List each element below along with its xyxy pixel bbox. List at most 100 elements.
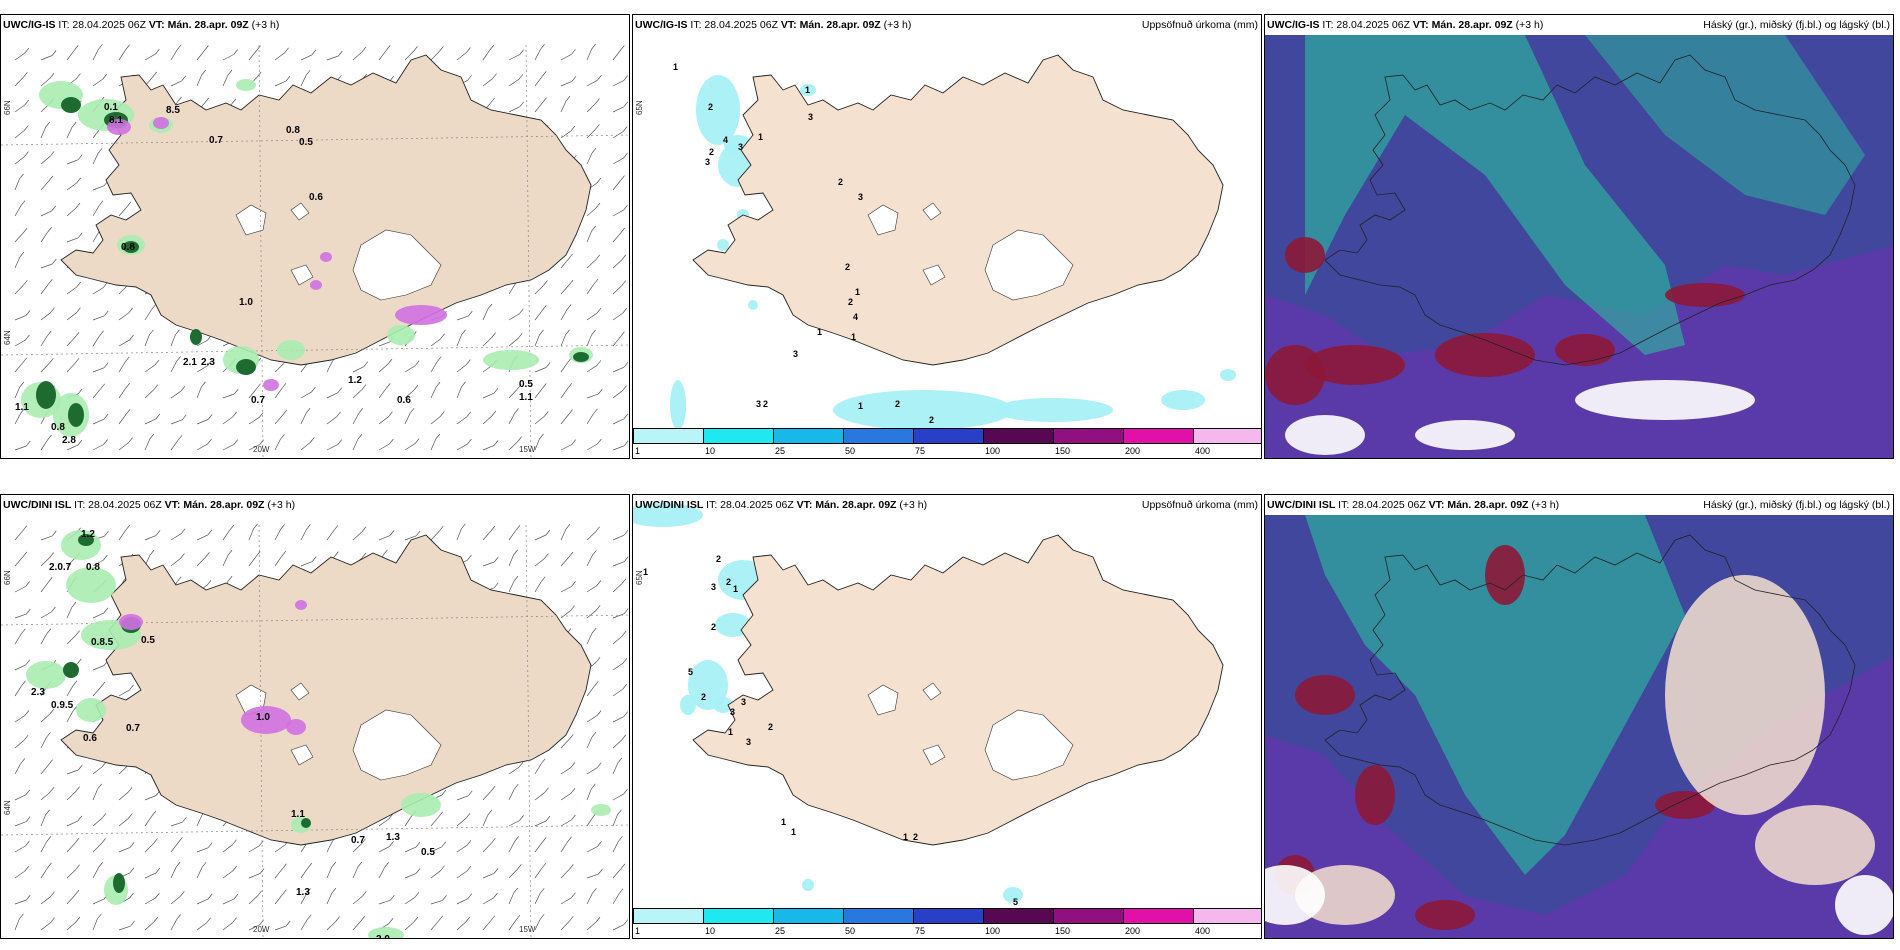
accum-precip-area [713, 697, 733, 713]
wind-barb-feather [623, 204, 628, 211]
accum-label: 2 [726, 577, 731, 587]
wind-barb-feather [513, 549, 518, 556]
wind-barb-feather [442, 895, 447, 901]
wind-barb-feather [181, 414, 187, 421]
wind-barb-feather [102, 73, 108, 80]
wind-barb-feather [153, 384, 158, 391]
wind-barb [404, 815, 412, 827]
accum-label: 2 [848, 297, 853, 307]
wind-barb [92, 559, 104, 567]
wind-barb-feather [623, 361, 629, 368]
wind-barb [508, 313, 520, 321]
wind-barb [196, 339, 208, 347]
cloud-low-maroon [1285, 237, 1325, 273]
wind-barb-feather [493, 582, 499, 589]
wind-barb-feather [623, 608, 629, 614]
wind-barb-feather [51, 50, 57, 56]
wind-barb [326, 392, 338, 399]
wind-barb-feather [571, 814, 576, 821]
wind-barb-feather [622, 683, 628, 690]
wind-barb [482, 814, 489, 827]
wind-barb-feather [596, 360, 602, 366]
wind-barb [40, 77, 51, 87]
wind-barb-feather [490, 97, 495, 104]
wind-barb-feather [409, 407, 415, 414]
wind-barb [612, 209, 624, 217]
panel-subtitle: Uppsöfnuð úrkoma (mm) [1141, 499, 1258, 511]
cloud-free-area [1835, 875, 1893, 935]
precip-label: 0.5 [299, 137, 313, 148]
wind-barb-feather [493, 892, 498, 899]
wind-barb-feather [201, 69, 206, 76]
wind-barb [560, 921, 570, 931]
iceland-landmass [692, 534, 1224, 846]
glacier-area [290, 202, 310, 221]
wind-barb-feather [19, 913, 24, 920]
wind-barb [40, 633, 48, 645]
wind-barb [196, 534, 209, 541]
precip-label: 0.8 [51, 422, 65, 433]
wind-barb-feather [441, 841, 447, 848]
wind-barb [144, 795, 157, 801]
wind-barb-feather [72, 706, 77, 712]
accum-label: 2 [838, 177, 843, 187]
wind-barb-feather [154, 359, 160, 366]
wind-barb-feather [490, 525, 496, 532]
accum-label: 1 [817, 327, 822, 337]
wind-barb [482, 790, 492, 801]
wind-barb [92, 686, 102, 697]
wind-barb-feather [50, 917, 55, 923]
wind-barb [300, 391, 312, 399]
wind-barb [612, 534, 625, 541]
wind-barb [144, 921, 155, 931]
wind-barb [534, 792, 545, 801]
wind-barb [40, 180, 50, 191]
colorbar-swatch [1123, 428, 1194, 444]
cloud-low-maroon [1295, 675, 1355, 715]
wind-barb-feather [175, 329, 180, 336]
wind-barb-feather [593, 278, 599, 285]
wind-barb [508, 54, 520, 61]
wind-barb [482, 308, 489, 321]
wind-barb [222, 870, 233, 879]
wind-barb [534, 820, 547, 827]
wind-barb-feather [591, 627, 597, 634]
wind-barb-feather [207, 414, 213, 420]
wind-barb [586, 815, 594, 827]
wind-barb-feather [307, 862, 313, 869]
wind-barb-feather [545, 815, 551, 822]
colorbar-tick-label: 100 [985, 446, 1001, 456]
wind-barb-feather [519, 815, 524, 821]
wind-barb [326, 361, 333, 373]
wind-barb [66, 820, 79, 827]
precip-area-light [26, 661, 66, 689]
wind-barb [560, 841, 568, 853]
iceland-landmass [60, 54, 592, 366]
wind-barb-feather [596, 580, 602, 586]
wind-barb-feather [45, 121, 50, 128]
wind-barb-feather [24, 151, 29, 157]
wind-barb-feather [413, 916, 419, 923]
wind-barb [612, 366, 625, 373]
wind-barb [534, 534, 547, 541]
wind-barb-feather [129, 684, 134, 691]
wind-barb [222, 393, 235, 399]
wind-barb-feather [305, 69, 311, 76]
wind-barb [14, 256, 21, 269]
precip-area-convective [395, 305, 447, 325]
wind-barb [612, 762, 619, 775]
wind-barb [586, 585, 598, 593]
accum-label: 1 [903, 832, 908, 842]
precip-area-heavy [63, 662, 79, 678]
wind-barb [248, 417, 260, 425]
wind-barb-feather [97, 913, 102, 920]
wind-barb [66, 711, 74, 723]
wind-barb-feather [129, 334, 134, 341]
cloud-low-maroon [1485, 545, 1525, 605]
wind-barb-feather [75, 202, 81, 209]
wind-barb-feather [595, 605, 601, 611]
wind-barb-feather [177, 96, 182, 103]
wind-barb-feather [149, 329, 154, 336]
wind-barb-feather [413, 46, 418, 52]
colorbar-swatch [983, 428, 1054, 444]
